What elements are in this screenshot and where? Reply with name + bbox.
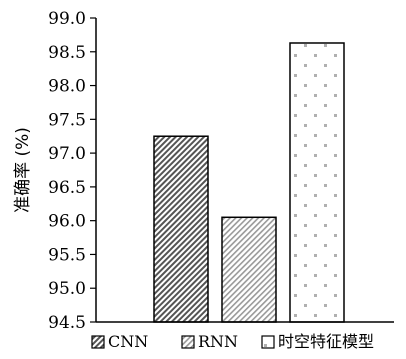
y-axis-ticks: 94.5 95.0 95.5 96.0 96.5 97.0 97.5 98.0 98.5 99.0 xyxy=(48,9,96,333)
bar-3 xyxy=(289,42,345,323)
legend-swatch-2 xyxy=(181,335,195,349)
y-tick-label: 97.5 xyxy=(48,110,86,130)
y-tick-label: 96.5 xyxy=(48,178,86,198)
y-tick-label: 95.0 xyxy=(48,279,86,299)
bars xyxy=(153,42,345,323)
y-tick-label: 96.0 xyxy=(48,212,86,232)
y-tick-label: 95.5 xyxy=(48,245,86,265)
y-tick-label: 98.0 xyxy=(48,77,86,97)
legend-swatch-3 xyxy=(261,335,275,349)
y-axis-label: 准确率 (%) xyxy=(13,127,33,213)
legend-label-3: 时空特征模型 xyxy=(278,332,374,351)
y-tick-label: 94.5 xyxy=(48,313,86,333)
bar-1 xyxy=(153,135,209,323)
y-tick-label: 98.5 xyxy=(48,43,86,63)
bar-2 xyxy=(221,216,277,323)
legend-label-1: CNN xyxy=(108,332,148,351)
legend: CNN RNN 时空特征模型 xyxy=(91,332,374,351)
y-tick-label: 97.0 xyxy=(48,144,86,164)
y-tick-label: 99.0 xyxy=(48,9,86,29)
y-axis-title: 准确率 (%) xyxy=(13,127,33,213)
legend-label-2: RNN xyxy=(198,332,238,351)
legend-swatch-1 xyxy=(91,335,105,349)
